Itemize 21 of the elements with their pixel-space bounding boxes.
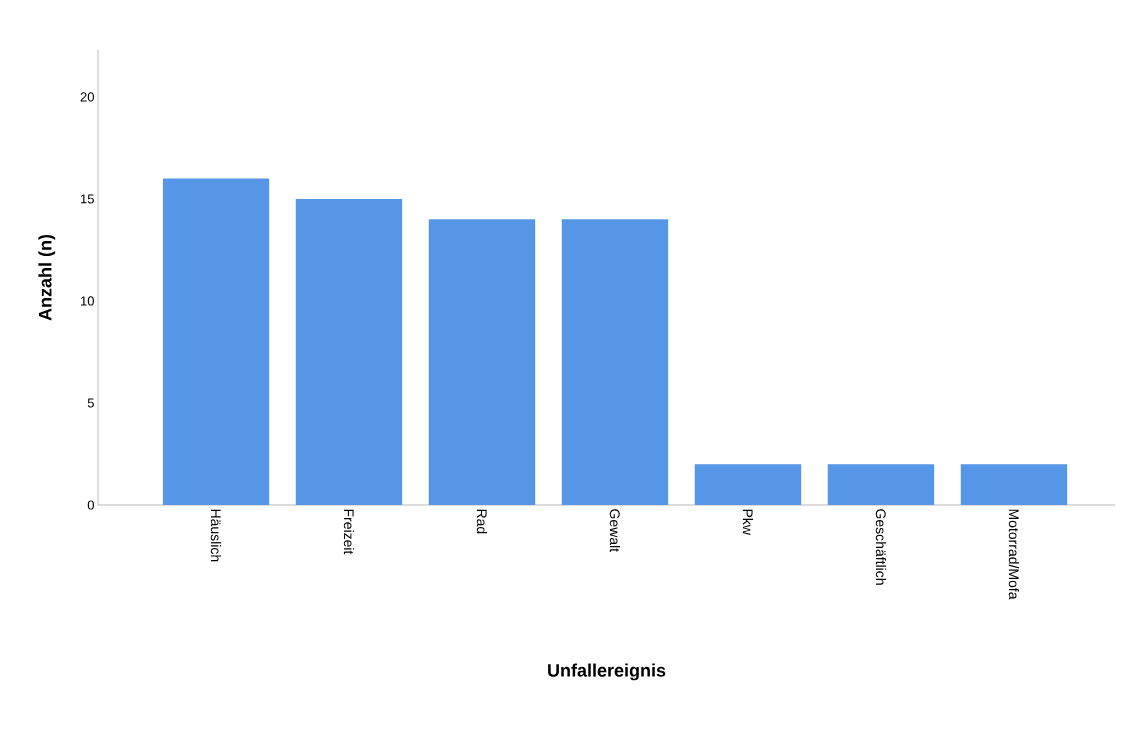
- y-tick-label: 5: [87, 398, 94, 408]
- x-tick-label: Geschäftlich: [875, 509, 887, 585]
- x-axis-title: Unfallereignis: [548, 663, 666, 681]
- bar: [162, 178, 270, 505]
- bar: [960, 464, 1068, 505]
- x-tick-label: Pkw: [742, 509, 754, 536]
- y-tick-label: 0: [87, 500, 94, 510]
- x-tick-label: Rad: [476, 509, 488, 534]
- bar: [295, 198, 403, 505]
- x-tick-label: Häuslich: [210, 509, 222, 562]
- bar: [827, 464, 935, 505]
- y-tick-label: 10: [81, 296, 94, 306]
- bar: [694, 464, 802, 505]
- y-tick-label: 15: [81, 194, 94, 204]
- y-axis-title: Anzahl (n): [38, 234, 56, 321]
- x-tick-label: Freizeit: [343, 509, 355, 555]
- x-tick-label: Gewalt: [609, 509, 621, 552]
- y-tick-label: 20: [80, 92, 94, 102]
- bar: [428, 219, 536, 505]
- bar: [561, 219, 669, 505]
- x-tick-label: Motorrad/Mofa: [1008, 509, 1020, 600]
